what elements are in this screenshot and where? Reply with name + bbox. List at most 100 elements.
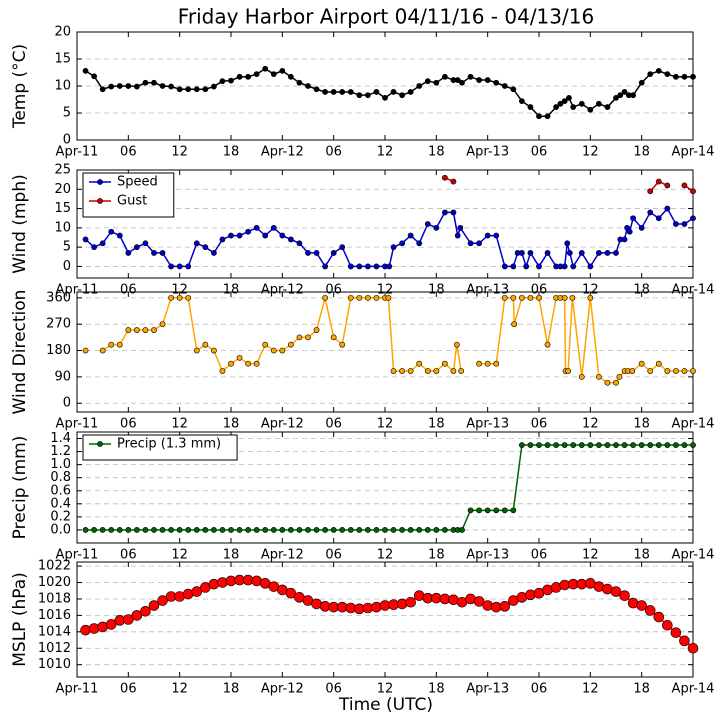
data-point bbox=[578, 442, 585, 448]
data-point bbox=[364, 294, 371, 301]
data-point bbox=[262, 232, 269, 239]
data-point bbox=[690, 215, 696, 222]
y-tick-label: 180 bbox=[46, 343, 71, 358]
data-point bbox=[330, 334, 337, 341]
legend-label: Gust bbox=[117, 194, 147, 209]
x-tick-label: 18 bbox=[428, 417, 445, 432]
y-tick-label: 1016 bbox=[38, 608, 71, 623]
x-tick-label: 18 bbox=[633, 283, 650, 298]
data-point bbox=[664, 182, 671, 189]
data-point bbox=[416, 240, 423, 247]
data-point bbox=[210, 527, 217, 533]
data-point bbox=[253, 224, 260, 231]
data-point bbox=[484, 77, 491, 83]
data-point bbox=[116, 527, 123, 533]
data-point bbox=[142, 79, 149, 86]
data-point bbox=[322, 263, 329, 270]
data-point bbox=[385, 294, 392, 301]
data-point bbox=[208, 578, 220, 590]
data-point bbox=[690, 442, 696, 448]
y-tick-label: 1.2 bbox=[50, 444, 71, 459]
data-point bbox=[373, 263, 380, 270]
plot-frame bbox=[76, 169, 694, 279]
data-point bbox=[441, 209, 448, 216]
data-point bbox=[416, 83, 423, 89]
plot-frame bbox=[76, 31, 694, 141]
data-point bbox=[236, 354, 243, 361]
y-tick-label: 0.4 bbox=[50, 496, 71, 511]
x-tick-label: Apr-13 bbox=[466, 417, 509, 432]
data-point bbox=[450, 178, 457, 185]
data-point bbox=[681, 368, 688, 374]
data-point bbox=[655, 178, 662, 185]
x-tick-label: 12 bbox=[582, 283, 599, 298]
x-tick-label: 12 bbox=[377, 283, 394, 298]
data-point bbox=[390, 244, 397, 251]
data-point bbox=[279, 527, 286, 533]
x-tick-label: Apr-11 bbox=[56, 682, 99, 697]
data-point bbox=[536, 113, 542, 120]
data-point bbox=[407, 527, 414, 533]
data-point bbox=[664, 71, 671, 78]
data-point bbox=[493, 232, 500, 239]
data-point bbox=[236, 73, 243, 80]
data-point bbox=[679, 635, 690, 647]
data-point bbox=[433, 79, 440, 86]
data-point bbox=[108, 228, 115, 235]
x-tick-label: 18 bbox=[428, 548, 445, 563]
data-point bbox=[564, 240, 571, 247]
data-point bbox=[561, 294, 568, 301]
data-point bbox=[681, 73, 688, 80]
data-point bbox=[125, 250, 132, 256]
data-point bbox=[493, 360, 500, 367]
data-point bbox=[587, 263, 594, 270]
data-point bbox=[168, 83, 175, 90]
data-point bbox=[245, 73, 252, 80]
data-point bbox=[210, 83, 217, 90]
data-point bbox=[527, 294, 534, 301]
data-point bbox=[330, 527, 337, 533]
data-point bbox=[330, 89, 337, 95]
data-point bbox=[176, 263, 183, 270]
x-axis-label: Time (UTC) bbox=[338, 695, 433, 715]
x-tick-label: 06 bbox=[531, 283, 548, 298]
data-point bbox=[148, 600, 160, 611]
data-point bbox=[595, 100, 602, 107]
data-point bbox=[330, 250, 337, 256]
plot-frame bbox=[76, 291, 694, 413]
data-point bbox=[390, 527, 397, 533]
data-point bbox=[202, 244, 209, 251]
y-tick-label: 1010 bbox=[38, 657, 71, 672]
y-tick-label: 10 bbox=[54, 220, 71, 235]
data-point bbox=[604, 104, 611, 110]
data-point bbox=[476, 240, 483, 247]
data-point bbox=[262, 527, 269, 533]
data-point bbox=[193, 527, 200, 533]
data-point bbox=[457, 224, 464, 231]
data-point bbox=[467, 240, 474, 247]
y-tick-label: 360 bbox=[46, 290, 71, 305]
data-point bbox=[578, 373, 585, 380]
data-point bbox=[476, 507, 483, 514]
y-tick-label: 0.0 bbox=[50, 522, 71, 537]
data-point bbox=[296, 334, 303, 341]
data-point bbox=[176, 294, 183, 301]
data-point bbox=[453, 341, 460, 348]
data-point bbox=[510, 86, 517, 93]
data-point bbox=[501, 507, 508, 514]
data-point bbox=[441, 73, 448, 80]
data-point bbox=[561, 442, 568, 448]
data-point bbox=[176, 86, 183, 93]
data-point bbox=[510, 263, 517, 270]
data-point bbox=[454, 77, 461, 83]
data-point bbox=[527, 104, 534, 110]
data-point bbox=[285, 587, 297, 599]
data-point bbox=[82, 347, 89, 354]
data-point bbox=[621, 236, 628, 243]
data-point bbox=[690, 368, 696, 374]
data-point bbox=[305, 250, 311, 256]
x-tick-label: 12 bbox=[377, 145, 394, 160]
data-point bbox=[536, 442, 542, 448]
y-axis-label: Wind Direction bbox=[10, 290, 30, 415]
data-point bbox=[159, 250, 166, 256]
